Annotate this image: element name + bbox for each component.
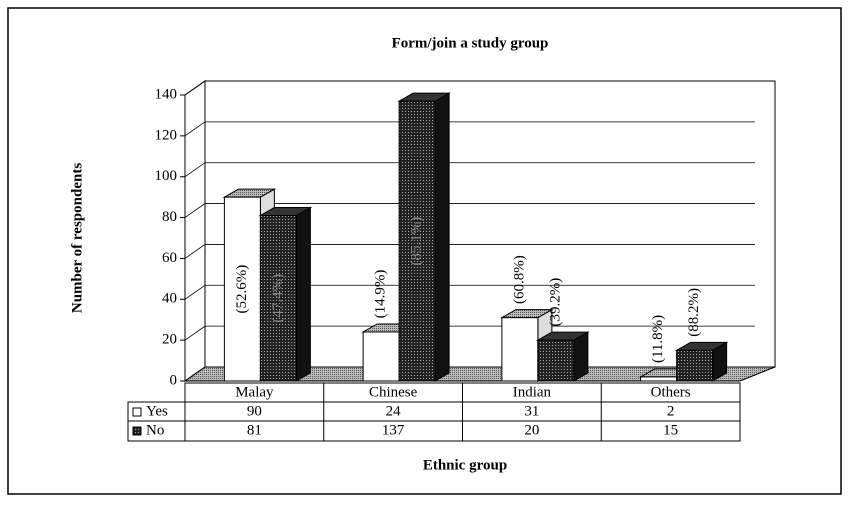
bar (676, 349, 714, 382)
value-label: (52.6%) (234, 265, 250, 314)
frame (7, 7, 842, 495)
bar (640, 376, 678, 382)
bar (259, 215, 297, 382)
value-label: (47.4%) (270, 274, 286, 323)
bar-side (295, 206, 311, 382)
table-value: 31 (524, 403, 539, 419)
chart-title: Form/join a study group (392, 35, 549, 51)
grid-line (184, 121, 755, 137)
back-wall (184, 80, 206, 382)
y-tick-label: 140 (155, 86, 178, 102)
bar (398, 100, 436, 382)
grid-line (184, 203, 755, 218)
grid-line (184, 284, 755, 300)
value-label: (39.2%) (547, 278, 563, 327)
y-tick-label: 120 (155, 127, 178, 143)
value-label: (88.2%) (686, 288, 702, 337)
x-tick-label: Indian (513, 384, 552, 400)
x-tick-label: Chinese (369, 384, 418, 400)
bar-side (434, 92, 450, 382)
grid-line (184, 325, 755, 341)
y-tick-label: 40 (162, 291, 177, 307)
y-axis-label: Number of respondents (69, 163, 85, 313)
table-value: 2 (667, 403, 675, 419)
table-value: 24 (386, 403, 402, 419)
x-tick-label: Others (651, 384, 691, 400)
value-label: (85.1%) (409, 217, 425, 266)
bar (362, 331, 400, 382)
legend-label: No (146, 422, 164, 438)
x-tick-label: Malay (235, 384, 274, 400)
legend-key (132, 426, 142, 436)
table-value: 20 (524, 422, 539, 438)
y-tick-label: 60 (162, 250, 177, 266)
value-label: (14.9%) (373, 270, 389, 319)
value-label: (11.8%) (650, 315, 666, 363)
grid-line (184, 80, 755, 96)
legend-key (132, 407, 142, 417)
bar (537, 339, 575, 382)
table-value: 137 (382, 422, 405, 438)
legend-label: Yes (146, 403, 168, 419)
y-tick-label: 20 (162, 332, 177, 348)
value-label: (60.8%) (511, 255, 527, 304)
grid-line (184, 162, 755, 178)
bar (223, 196, 261, 382)
table-value: 15 (663, 422, 678, 438)
y-tick-label: 80 (162, 209, 177, 225)
table-value: 81 (247, 422, 262, 438)
x-axis-label: Ethnic group (423, 457, 507, 473)
grid-line (184, 244, 755, 259)
y-tick-label: 0 (170, 372, 178, 388)
y-tick-label: 100 (155, 168, 178, 184)
table-value: 90 (247, 403, 262, 419)
bar (501, 317, 539, 382)
